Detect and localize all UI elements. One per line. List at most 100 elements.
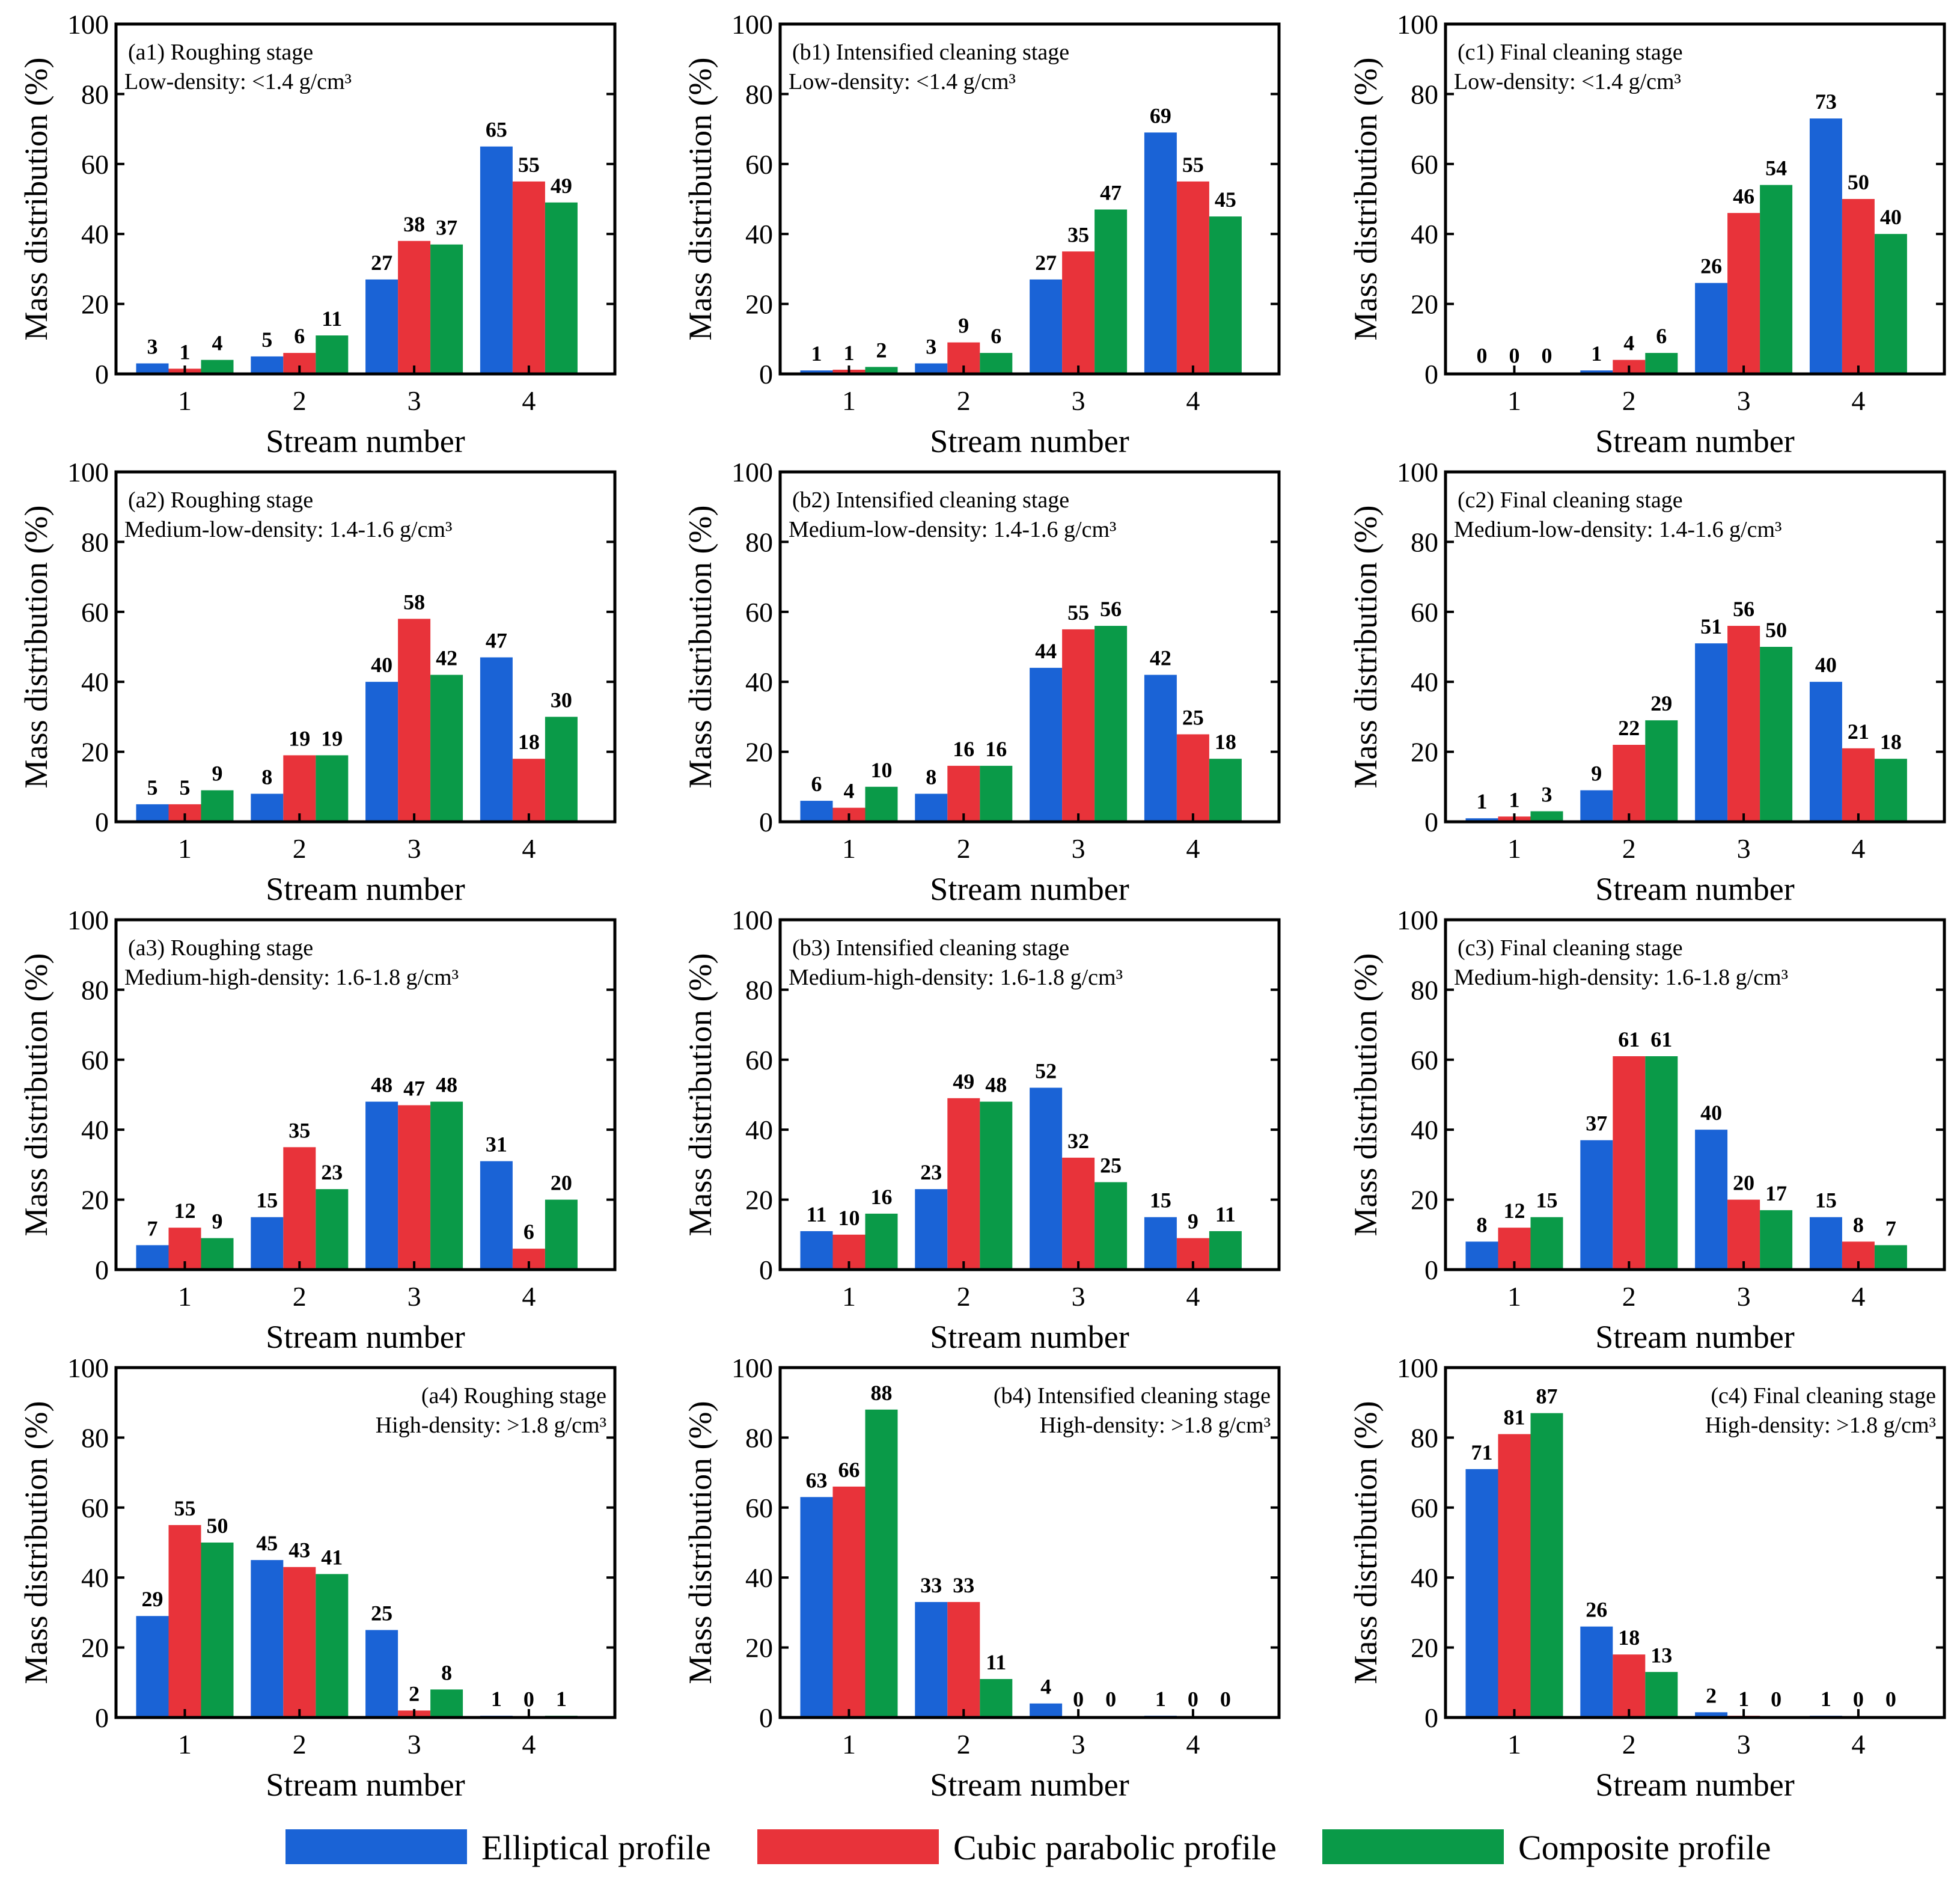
y-tick-label-a4: 0 <box>95 1702 109 1733</box>
y-tick-label-b2: 40 <box>745 667 773 697</box>
bar-c3-s1-stream1 <box>1465 1241 1498 1270</box>
x-axis-label-c3: Stream number <box>1595 1319 1794 1355</box>
data-label-a4-s2-stream1: 55 <box>174 1496 196 1520</box>
data-label-c4-s2-stream2: 18 <box>1618 1626 1640 1650</box>
data-label-c2-s2-stream4: 21 <box>1848 720 1869 744</box>
bar-b1-s1-stream1 <box>800 370 833 374</box>
data-label-c2-s3-stream4: 18 <box>1880 730 1902 754</box>
data-label-c1-s3-stream3: 54 <box>1765 156 1787 180</box>
panel-title-b1: (b1) Intensified cleaning stage <box>792 40 1069 65</box>
y-tick-label-c4: 40 <box>1411 1562 1438 1593</box>
x-tick-label-b1: 4 <box>1186 385 1200 416</box>
data-label-b4-s3-stream2: 11 <box>986 1650 1006 1674</box>
y-tick-label-c4: 0 <box>1424 1702 1438 1733</box>
x-tick-label-a4: 2 <box>293 1729 307 1760</box>
panel-title-b2: (b2) Intensified cleaning stage <box>792 488 1069 513</box>
panel-title-b4: (b4) Intensified cleaning stage <box>994 1383 1271 1408</box>
x-tick-label-b2: 3 <box>1072 833 1085 864</box>
data-label-c2-s2-stream1: 1 <box>1509 788 1520 812</box>
bar-c2-s3-stream2 <box>1645 720 1678 822</box>
data-label-a3-s1-stream1: 7 <box>147 1216 158 1240</box>
data-label-b3-s3-stream2: 48 <box>985 1073 1007 1097</box>
bar-a3-s2-stream2 <box>283 1147 316 1270</box>
data-label-b2-s3-stream1: 10 <box>871 758 893 782</box>
bar-b3-s3-stream2 <box>980 1101 1013 1270</box>
data-label-c3-s2-stream3: 20 <box>1733 1171 1754 1195</box>
x-tick-label-b4: 1 <box>842 1729 856 1760</box>
data-label-c3-s2-stream2: 61 <box>1618 1027 1640 1051</box>
bar-a1-s2-stream4 <box>512 181 545 374</box>
panel-title-a4: (a4) Roughing stage <box>421 1383 606 1408</box>
data-label-b1-s2-stream4: 55 <box>1182 153 1204 177</box>
y-tick-label-a1: 60 <box>81 149 109 180</box>
panel-subtitle-b4: High-density: >1.8 g/cm³ <box>1040 1413 1271 1438</box>
bar-b2-s2-stream2 <box>947 765 980 822</box>
y-tick-label-b3: 60 <box>745 1045 773 1075</box>
bar-c2-s2-stream2 <box>1613 745 1646 822</box>
x-axis-label-a4: Stream number <box>266 1767 465 1803</box>
data-label-a3-s3-stream4: 20 <box>551 1171 572 1195</box>
x-tick-label-c3: 1 <box>1507 1281 1521 1312</box>
x-axis-label-b3: Stream number <box>930 1319 1129 1355</box>
x-tick-label-a2: 4 <box>522 833 536 864</box>
bar-b2-s3-stream3 <box>1094 626 1128 822</box>
data-label-b3-s3-stream4: 11 <box>1215 1202 1236 1226</box>
x-tick-label-a4: 3 <box>408 1729 421 1760</box>
legend-swatch-1 <box>285 1829 467 1864</box>
data-label-c1-s1-stream3: 26 <box>1700 254 1722 278</box>
x-axis-label-a3: Stream number <box>266 1319 465 1355</box>
x-axis-label-c1: Stream number <box>1595 423 1794 459</box>
bar-a3-s3-stream2 <box>316 1189 349 1270</box>
bar-a3-s1-stream2 <box>251 1217 284 1270</box>
bar-a1-s2-stream3 <box>398 240 431 374</box>
y-tick-label-b1: 100 <box>731 9 773 40</box>
y-axis-label-c3: Mass distribution (%) <box>1348 953 1384 1237</box>
bar-c3-s3-stream4 <box>1874 1245 1907 1270</box>
bar-a1-s1-stream3 <box>365 279 398 374</box>
data-label-c2-s1-stream3: 51 <box>1700 614 1722 638</box>
data-label-a3-s3-stream3: 48 <box>436 1073 457 1097</box>
x-tick-label-c3: 4 <box>1851 1281 1865 1312</box>
bar-b3-s3-stream1 <box>865 1213 898 1270</box>
data-label-a3-s1-stream2: 15 <box>256 1188 278 1213</box>
bar-b3-s2-stream2 <box>947 1098 980 1270</box>
data-label-c3-s3-stream1: 15 <box>1536 1188 1558 1213</box>
data-label-b3-s3-stream3: 25 <box>1100 1154 1122 1178</box>
bar-a2-s1-stream1 <box>136 804 169 822</box>
data-label-b3-s2-stream4: 9 <box>1188 1210 1198 1234</box>
bar-a3-s3-stream4 <box>545 1199 578 1270</box>
data-label-b1-s1-stream3: 27 <box>1035 251 1057 275</box>
x-axis-label-c2: Stream number <box>1595 871 1794 907</box>
x-tick-label-b4: 4 <box>1186 1729 1200 1760</box>
bar-a4-s1-stream1 <box>136 1616 169 1717</box>
panel-title-c3: (c3) Final cleaning stage <box>1458 935 1683 961</box>
y-tick-label-b1: 20 <box>745 289 773 320</box>
bar-c2-s1-stream2 <box>1580 790 1613 822</box>
y-tick-label-c3: 20 <box>1411 1185 1438 1216</box>
bar-a3-s1-stream1 <box>136 1245 169 1270</box>
x-tick-label-c2: 3 <box>1737 833 1751 864</box>
y-tick-label-a3: 80 <box>81 974 109 1005</box>
data-label-c1-s2-stream2: 4 <box>1623 331 1634 355</box>
bar-a1-s1-stream1 <box>136 363 169 374</box>
panel-title-b3: (b3) Intensified cleaning stage <box>792 935 1069 961</box>
bar-b3-s1-stream4 <box>1144 1217 1177 1270</box>
data-label-c4-s1-stream4: 1 <box>1821 1687 1831 1711</box>
data-label-a4-s3-stream2: 41 <box>321 1545 343 1569</box>
axes-frame-b1 <box>778 22 1281 376</box>
x-tick-label-a2: 2 <box>293 833 307 864</box>
y-tick-label-b4: 100 <box>731 1353 773 1383</box>
x-axis-label-c4: Stream number <box>1595 1767 1794 1803</box>
bar-c4-s1-stream3 <box>1695 1712 1728 1717</box>
data-label-a1-s2-stream2: 6 <box>294 324 305 348</box>
x-tick-label-c3: 2 <box>1622 1281 1636 1312</box>
bar-c1-s1-stream4 <box>1809 118 1842 374</box>
x-tick-label-b4: 2 <box>957 1729 971 1760</box>
y-tick-label-c2: 20 <box>1411 737 1438 768</box>
data-label-b3-s1-stream1: 11 <box>806 1202 826 1226</box>
x-tick-label-c2: 2 <box>1622 833 1636 864</box>
data-label-b3-s2-stream2: 49 <box>953 1069 974 1093</box>
y-tick-label-b1: 0 <box>759 359 773 390</box>
